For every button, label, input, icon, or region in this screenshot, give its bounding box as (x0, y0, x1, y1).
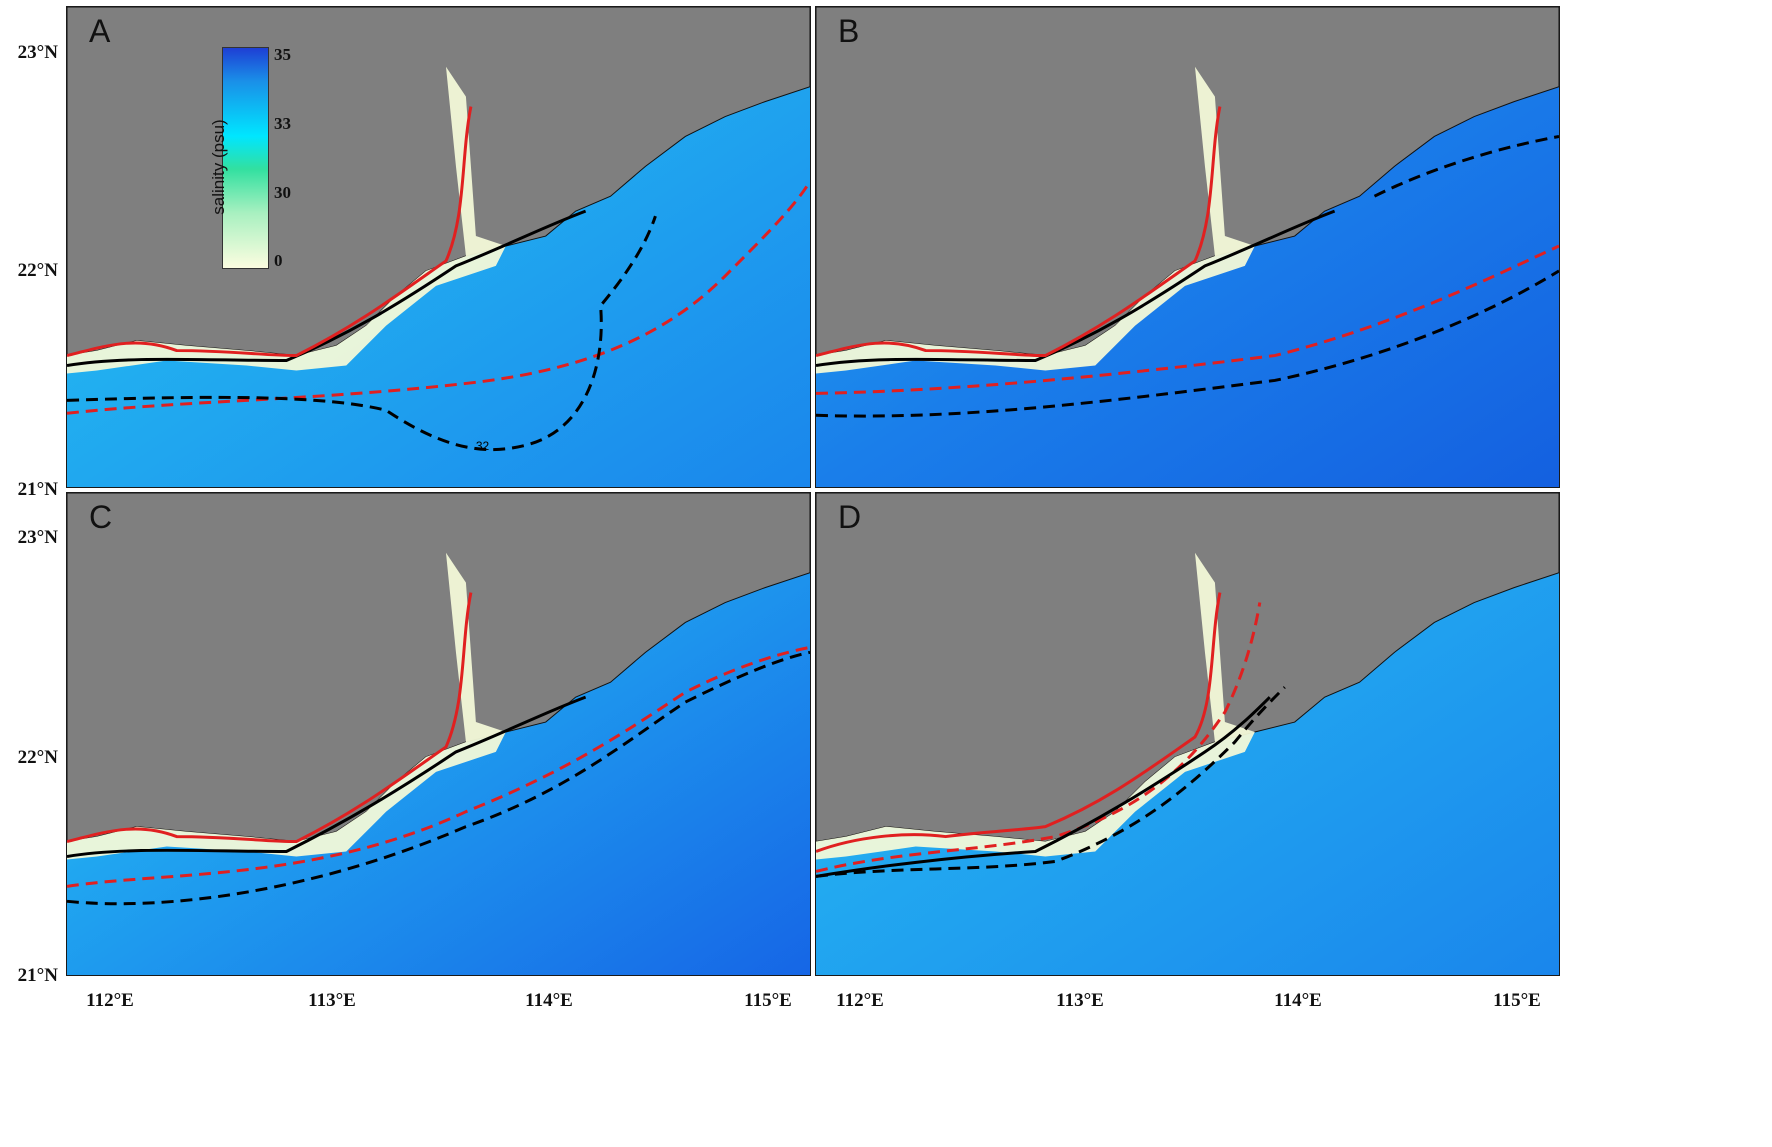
panel-a: 32 A 35 33 30 0 salinity (psu) (66, 6, 811, 488)
lon-label-112e-right: 112°E (836, 990, 884, 1011)
contour-red-dashed (67, 645, 810, 888)
panel-label: D (838, 499, 862, 535)
panel-label: B (838, 13, 860, 49)
lat-label-23n-top: 23°N (17, 42, 58, 63)
contour-red-dashed (816, 244, 1559, 395)
contour-red-solid (67, 106, 473, 358)
lat-label-21n-top: 21°N (17, 479, 58, 500)
lon-label-112e-left: 112°E (86, 990, 134, 1011)
lon-label-114e-left: 114°E (525, 990, 573, 1011)
panel-label: A (89, 13, 111, 49)
colorbar-tick-0: 0 (274, 251, 283, 270)
contour-black-solid (67, 209, 587, 367)
contour-black-dashed (67, 215, 657, 452)
lon-label-115e-left: 115°E (744, 990, 792, 1011)
contour-red-solid (67, 592, 473, 844)
contour-red-dashed (816, 602, 1262, 873)
salinity-map-c (67, 493, 810, 975)
lat-label-21n-bottom: 21°N (17, 965, 58, 986)
contour-red-dashed (67, 180, 810, 415)
salinity-colorbar (222, 47, 269, 269)
colorbar-title: salinity (psu) (209, 119, 228, 215)
lat-label-22n-top: 22°N (17, 260, 58, 281)
lat-label-23n-bottom: 23°N (17, 527, 58, 548)
contour-black-solid (67, 695, 587, 858)
lon-label-113e-right: 113°E (1056, 990, 1104, 1011)
panel-d: D (815, 492, 1560, 976)
contour-red-solid (816, 106, 1222, 358)
salinity-map-b (816, 7, 1559, 487)
colorbar-tick-35: 35 (274, 45, 291, 64)
lat-label-22n-bottom: 22°N (17, 747, 58, 768)
contour-black-solid (816, 696, 1271, 878)
contour-black-dashed (816, 686, 1286, 878)
contour-black-dashed (816, 269, 1559, 418)
land-mass (816, 493, 1559, 843)
colorbar-tick-30: 30 (274, 183, 291, 202)
panel-c: C (66, 492, 811, 976)
lon-label-113e-left: 113°E (308, 990, 356, 1011)
salinity-map-a: 32 (67, 7, 810, 487)
contour-black-solid (816, 209, 1336, 367)
contour-red-solid (816, 592, 1222, 853)
lon-label-115e-right: 115°E (1493, 990, 1541, 1011)
fresh-water-zone (816, 552, 1255, 860)
salinity-map-d (816, 493, 1559, 975)
colorbar-tick-33: 33 (274, 114, 291, 133)
contour-black-dashed-upper (1373, 134, 1559, 198)
panel-label: C (89, 499, 113, 535)
panel-b: B (815, 6, 1560, 488)
lon-label-114e-right: 114°E (1274, 990, 1322, 1011)
contour-label: 32 (476, 439, 490, 453)
contour-black-dashed (67, 650, 810, 906)
